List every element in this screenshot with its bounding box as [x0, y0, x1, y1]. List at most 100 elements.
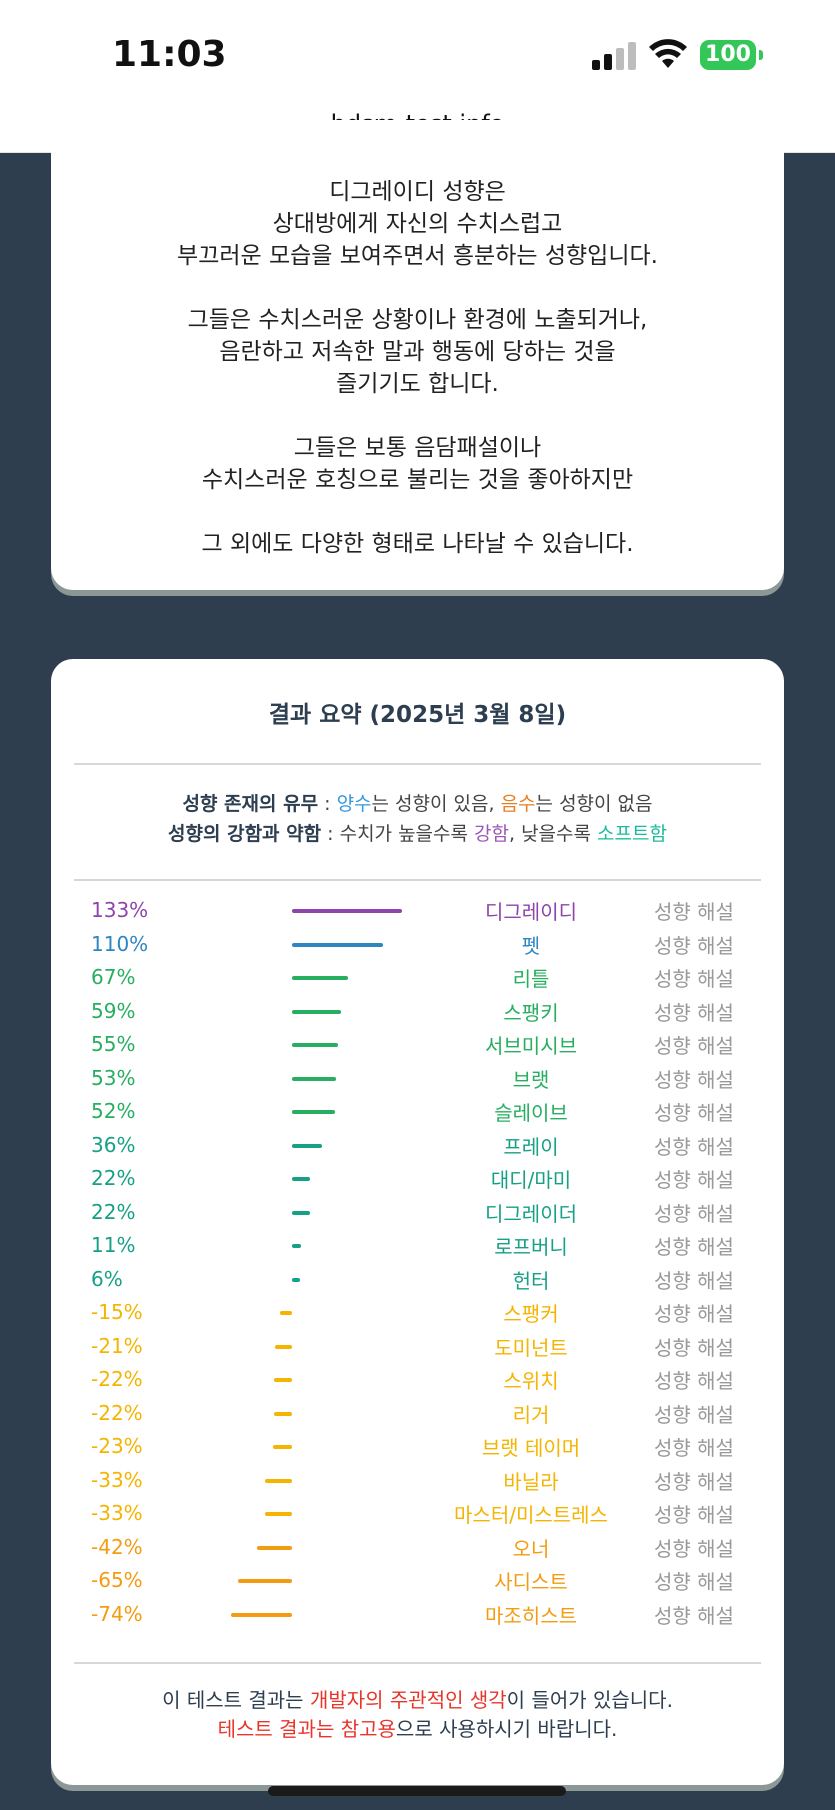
trait-explain-link[interactable]: 성향 해설 [654, 1201, 734, 1226]
result-row: 22% 디그레이더 성향 해설 [51, 1198, 784, 1231]
result-row: 67% 리틀 성향 해설 [51, 963, 784, 996]
legend-line-1: 성향 존재의 유무 : 양수는 성향이 있음, 음수는 성향이 없음 [51, 789, 784, 819]
trait-explain-link[interactable]: 성향 해설 [654, 1134, 734, 1159]
result-row: 55% 서브미시브 성향 해설 [51, 1030, 784, 1063]
trait-explain-link[interactable]: 성향 해설 [654, 1335, 734, 1360]
score-bar [257, 1545, 292, 1550]
description-paragraph: 디그레이디 성향은 상대방에게 자신의 수치스럽고 부끄러운 모습을 보여주면서 흥… [51, 176, 784, 272]
trait-explain-link[interactable]: 성향 해설 [654, 1168, 734, 1192]
result-row: -21% 도미넌트 성향 해설 [51, 1332, 784, 1365]
cellular-signal-icon [592, 42, 636, 70]
home-indicator[interactable] [268, 1786, 566, 1796]
description-line: 부끄러운 모습을 보여주면서 흥분하는 성향입니다. [177, 243, 658, 269]
result-row: -65% 사디스트 성향 해설 [51, 1566, 784, 1599]
result-row: 110% 펫 성향 해설 [51, 930, 784, 963]
trait-explain-link[interactable]: 성향 해설 [654, 1570, 734, 1594]
trait-explain-link[interactable]: 성향 해설 [654, 1536, 734, 1561]
score-bar [272, 1445, 292, 1449]
legend-strong: 강함 [474, 823, 509, 845]
trait-explain-link[interactable]: 성향 해설 [654, 1067, 734, 1092]
trait-name-link[interactable]: 프레이 [503, 1134, 559, 1159]
trait-name-link[interactable]: 오너 [512, 1536, 550, 1561]
legend-positive: 양수 [336, 793, 372, 815]
trait-name-link[interactable]: 브랫 테이머 [481, 1436, 581, 1460]
trait-explain-link[interactable]: 성향 해설 [654, 1034, 734, 1058]
trait-explain-link[interactable]: 성향 해설 [654, 1000, 734, 1025]
trait-name-link[interactable]: 바닐라 [503, 1469, 559, 1494]
description-line: 음란하고 저속한 말과 행동에 당하는 것을 [219, 339, 616, 365]
description-line: 수치스러운 호칭으로 불리는 것을 좋아하지만 [201, 467, 634, 493]
trait-name-link[interactable]: 마조히스트 [485, 1603, 577, 1628]
trait-explain-link[interactable]: 성향 해설 [654, 1302, 734, 1326]
score-bar [274, 1344, 292, 1349]
legend-line-2: 성향의 강함과 약함 : 수치가 높을수록 강함, 낮을수록 소프트함 [51, 819, 784, 849]
trait-explain-link[interactable]: 성향 해설 [654, 1369, 734, 1393]
legend-strength-text: : 수치가 높을수록 [321, 823, 475, 845]
trait-explain-link[interactable]: 성향 해설 [654, 1402, 734, 1427]
result-row: -33% 바닐라 성향 해설 [51, 1466, 784, 1499]
percent-label: 36% [91, 1132, 136, 1157]
wifi-icon [649, 39, 687, 68]
disclaimer-line-2: 테스트 결과는 참고용으로 사용하시기 바랍니다. [217, 1717, 618, 1741]
trait-explain-link[interactable]: 성향 해설 [654, 933, 734, 958]
trait-explain-link[interactable]: 성향 해설 [654, 1603, 734, 1628]
score-bar [292, 942, 384, 947]
result-row: 133% 디그레이디 성향 해설 [51, 896, 784, 929]
trait-name-link[interactable]: 브랫 [512, 1067, 550, 1092]
percent-label: -33% [91, 1467, 143, 1492]
trait-name-link[interactable]: 슬레이브 [494, 1101, 568, 1125]
result-row: 36% 프레이 성향 해설 [51, 1131, 784, 1164]
trait-name-link[interactable]: 마스터/미스트레스 [454, 1503, 608, 1527]
score-bar [292, 1009, 341, 1014]
trait-name-link[interactable]: 리틀 [512, 967, 550, 991]
trait-name-link[interactable]: 스위치 [503, 1369, 559, 1393]
trait-explain-link[interactable]: 성향 해설 [654, 1101, 734, 1125]
description-line: 즐기기도 합니다. [336, 371, 499, 397]
percent-label: -65% [91, 1568, 143, 1592]
result-row: 11% 로프버니 성향 해설 [51, 1231, 784, 1264]
percent-label: 133% [91, 898, 149, 922]
legend-soft: 소프트함 [597, 823, 667, 845]
trait-explain-link[interactable]: 성향 해설 [654, 1436, 734, 1460]
trait-name-link[interactable]: 대디/마미 [490, 1168, 572, 1192]
score-bar [273, 1411, 292, 1416]
trait-explain-link[interactable]: 성향 해설 [654, 900, 734, 924]
trait-explain-link[interactable]: 성향 해설 [654, 1503, 734, 1527]
trait-name-link[interactable]: 서브미시브 [485, 1034, 577, 1058]
score-bar [230, 1612, 292, 1617]
trait-name-link[interactable]: 스팽키 [503, 1000, 559, 1025]
legend-existence-label: 성향 존재의 유무 [182, 793, 319, 815]
score-bar [292, 1110, 336, 1114]
trait-name-link[interactable]: 헌터 [512, 1268, 550, 1293]
trait-explain-link[interactable]: 성향 해설 [654, 1235, 734, 1259]
trait-name-link[interactable]: 리거 [512, 1402, 550, 1427]
trait-explain-link[interactable]: 성향 해설 [654, 1268, 734, 1293]
result-summary-card: 결과 요약 (2025년 3월 8일) 성향 존재의 유무 : 양수는 성향이 … [51, 659, 784, 1785]
result-row: -15% 스팽커 성향 해설 [51, 1298, 784, 1331]
score-bar [264, 1478, 292, 1483]
result-row: 53% 브랫 성향 해설 [51, 1064, 784, 1097]
trait-name-link[interactable]: 도미넌트 [494, 1335, 568, 1360]
score-bar [292, 976, 348, 980]
status-bar: 11:03 100 [0, 0, 835, 100]
score-bar [292, 1043, 338, 1047]
score-bar [264, 1512, 292, 1516]
description-card: 디그레이디 성향은 상대방에게 자신의 수치스럽고 부끄러운 모습을 보여주면서 흥… [51, 120, 784, 590]
trait-explain-link[interactable]: 성향 해설 [654, 1469, 734, 1494]
trait-name-link[interactable]: 펫 [521, 933, 541, 958]
percent-label: 52% [91, 1099, 136, 1123]
trait-description: 디그레이디 성향은 상대방에게 자신의 수치스럽고 부끄러운 모습을 보여주면서 흥… [51, 176, 784, 592]
percent-label: -22% [91, 1367, 143, 1391]
score-bar [238, 1579, 292, 1583]
trait-name-link[interactable]: 디그레이더 [485, 1201, 577, 1226]
percent-label: 22% [91, 1199, 136, 1224]
result-row: 6% 헌터 성향 해설 [51, 1265, 784, 1298]
percent-label: 6% [91, 1266, 123, 1291]
score-bar [273, 1378, 292, 1382]
score-bar [292, 1143, 322, 1148]
trait-name-link[interactable]: 스팽커 [503, 1302, 559, 1326]
trait-name-link[interactable]: 디그레이디 [485, 900, 577, 924]
trait-name-link[interactable]: 로프버니 [494, 1235, 568, 1259]
trait-explain-link[interactable]: 성향 해설 [654, 967, 734, 991]
trait-name-link[interactable]: 사디스트 [494, 1570, 568, 1594]
